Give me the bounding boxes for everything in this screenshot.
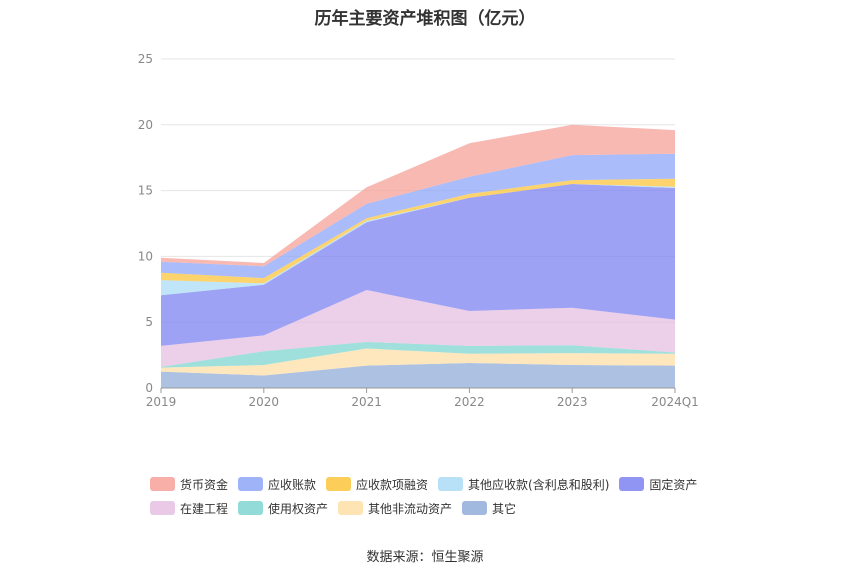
series-area bbox=[161, 184, 675, 296]
y-tick-label: 15 bbox=[138, 184, 153, 198]
y-tick-label: 25 bbox=[138, 52, 153, 66]
legend-swatch bbox=[462, 501, 488, 515]
legend-item[interactable]: 其它 bbox=[462, 500, 516, 517]
legend-label: 应收款项融资 bbox=[356, 477, 429, 492]
x-tick-label: 2022 bbox=[454, 395, 485, 409]
legend-label: 固定资产 bbox=[649, 477, 698, 492]
legend: 货币资金 应收账款 应收款项融资 其他应收款(含利息和股利) 固定资产在建工程 使用权资产… bbox=[150, 472, 730, 520]
legend-swatch bbox=[238, 477, 264, 491]
series-area bbox=[161, 290, 675, 367]
legend-row: 货币资金 应收账款 应收款项融资 其他应收款(含利息和股利) 固定资产 bbox=[150, 472, 730, 496]
y-tick-label: 5 bbox=[145, 315, 153, 329]
legend-label: 其他应收款(含利息和股利) bbox=[468, 477, 610, 492]
data-source: 数据来源：恒生聚源 bbox=[366, 550, 484, 565]
x-tick-label: 2021 bbox=[351, 395, 382, 409]
legend-item[interactable]: 其他应收款(含利息和股利) bbox=[438, 476, 609, 493]
chart-title: 历年主要资产堆积图（亿元） bbox=[314, 9, 536, 29]
x-tick-label: 2024Q1 bbox=[651, 395, 699, 409]
legend-swatch bbox=[150, 501, 175, 515]
legend-swatch bbox=[438, 477, 464, 491]
legend-item[interactable]: 固定资产 bbox=[619, 476, 697, 493]
series-area bbox=[161, 341, 675, 368]
legend-swatch bbox=[238, 501, 264, 515]
series-area bbox=[161, 348, 675, 376]
legend-label: 在建工程 bbox=[180, 501, 229, 516]
legend-item[interactable]: 在建工程 bbox=[150, 500, 228, 517]
legend-label: 应收账款 bbox=[268, 477, 317, 492]
y-tick-label: 10 bbox=[138, 249, 153, 263]
legend-swatch bbox=[338, 501, 364, 515]
x-tick-label: 2019 bbox=[146, 395, 177, 409]
legend-item[interactable]: 货币资金 bbox=[150, 476, 228, 493]
series-area bbox=[161, 363, 675, 388]
x-tick-label: 2023 bbox=[557, 395, 588, 409]
legend-item[interactable]: 使用权资产 bbox=[238, 500, 328, 517]
legend-label: 货币资金 bbox=[180, 477, 229, 492]
x-tick-label: 2020 bbox=[249, 395, 280, 409]
series-area bbox=[161, 124, 675, 267]
y-tick-label: 20 bbox=[138, 118, 153, 132]
legend-item[interactable]: 其他非流动资产 bbox=[338, 500, 452, 517]
legend-swatch bbox=[326, 477, 352, 491]
legend-label: 其他非流动资产 bbox=[368, 501, 453, 516]
y-tick-label: 0 bbox=[145, 381, 153, 395]
legend-row: 在建工程 使用权资产 其他非流动资产 其它 bbox=[150, 496, 730, 520]
stacked-area-chart: 0 5 10 15 20 25 2019 2020 2021 2022 2023 2024Q1 bbox=[138, 52, 699, 409]
series-area bbox=[161, 153, 675, 279]
legend-swatch bbox=[150, 477, 175, 491]
series-area bbox=[161, 184, 675, 346]
legend-label: 其它 bbox=[492, 501, 517, 516]
series-areas bbox=[161, 124, 675, 388]
legend-label: 使用权资产 bbox=[268, 501, 329, 516]
legend-item[interactable]: 应收款项融资 bbox=[326, 476, 428, 493]
legend-item[interactable]: 应收账款 bbox=[238, 476, 316, 493]
axes: 0 5 10 15 20 25 2019 2020 2021 2022 2023 2024Q1 bbox=[138, 52, 699, 409]
legend-swatch bbox=[619, 477, 645, 491]
